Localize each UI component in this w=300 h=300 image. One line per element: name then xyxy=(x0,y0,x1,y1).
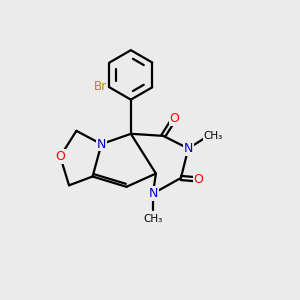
Text: N: N xyxy=(97,138,106,151)
Text: CH₃: CH₃ xyxy=(204,131,223,141)
Text: O: O xyxy=(194,173,203,186)
Text: O: O xyxy=(169,112,179,125)
Text: O: O xyxy=(55,150,65,163)
Text: N: N xyxy=(184,142,193,155)
Text: N: N xyxy=(148,187,158,200)
Text: Br: Br xyxy=(94,80,106,93)
Text: CH₃: CH₃ xyxy=(143,214,163,224)
